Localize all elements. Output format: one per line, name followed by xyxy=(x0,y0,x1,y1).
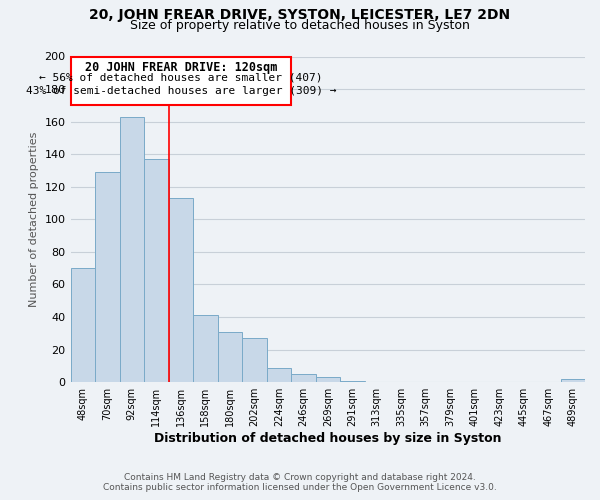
Bar xyxy=(291,374,316,382)
Bar xyxy=(144,159,169,382)
Bar xyxy=(71,268,95,382)
Bar xyxy=(193,316,218,382)
Text: 20 JOHN FREAR DRIVE: 120sqm: 20 JOHN FREAR DRIVE: 120sqm xyxy=(85,62,277,74)
Text: Size of property relative to detached houses in Syston: Size of property relative to detached ho… xyxy=(130,19,470,32)
Bar xyxy=(340,380,365,382)
Bar xyxy=(242,338,266,382)
Text: 43% of semi-detached houses are larger (309) →: 43% of semi-detached houses are larger (… xyxy=(26,86,336,96)
FancyBboxPatch shape xyxy=(71,56,291,106)
X-axis label: Distribution of detached houses by size in Syston: Distribution of detached houses by size … xyxy=(154,432,502,445)
Bar xyxy=(119,117,144,382)
Y-axis label: Number of detached properties: Number of detached properties xyxy=(29,132,39,307)
Bar xyxy=(560,379,585,382)
Bar xyxy=(218,332,242,382)
Bar xyxy=(95,172,119,382)
Text: ← 56% of detached houses are smaller (407): ← 56% of detached houses are smaller (40… xyxy=(39,73,323,83)
Bar xyxy=(266,368,291,382)
Bar xyxy=(316,378,340,382)
Text: Contains HM Land Registry data © Crown copyright and database right 2024.
Contai: Contains HM Land Registry data © Crown c… xyxy=(103,473,497,492)
Text: 20, JOHN FREAR DRIVE, SYSTON, LEICESTER, LE7 2DN: 20, JOHN FREAR DRIVE, SYSTON, LEICESTER,… xyxy=(89,8,511,22)
Bar xyxy=(169,198,193,382)
